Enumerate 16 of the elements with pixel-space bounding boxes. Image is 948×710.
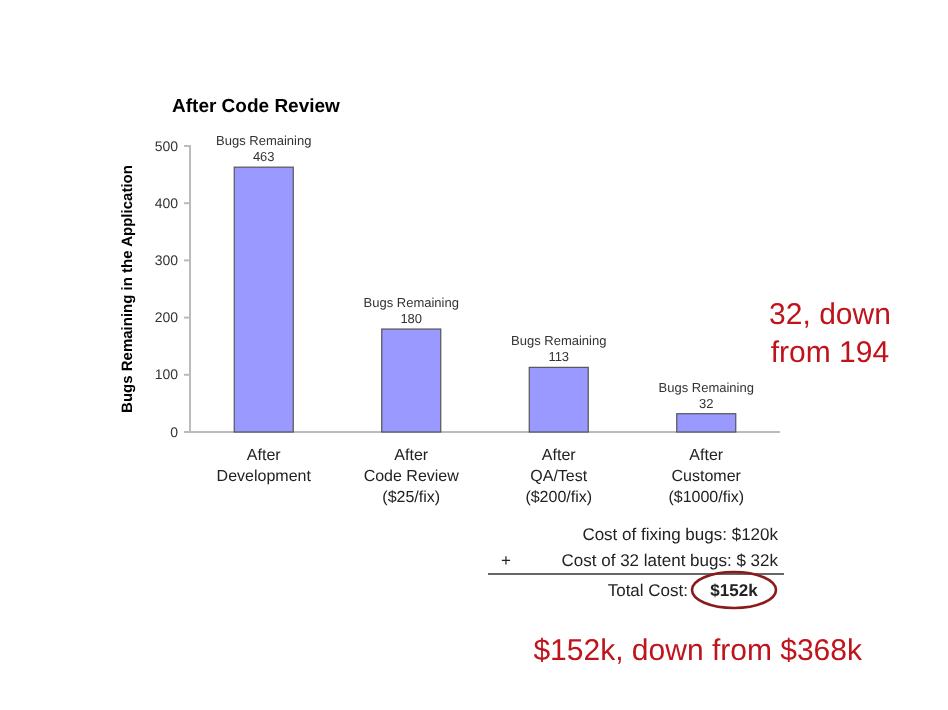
text: $152k xyxy=(710,580,759,600)
x-tick-label: After Development xyxy=(216,446,313,485)
x-tick-label: After Code Review ($25/fix) xyxy=(363,446,460,506)
text: Cost of fixing bugs: $120k xyxy=(582,524,780,544)
text: Total Cost: xyxy=(607,580,688,600)
bar xyxy=(676,413,737,433)
annotation: 32, down from 194 xyxy=(769,298,891,370)
text: Cost of 32 latent bugs: $ 32k xyxy=(561,550,780,570)
text: + xyxy=(501,550,512,570)
bar xyxy=(528,366,589,433)
chart-title: After Code Review xyxy=(172,96,342,118)
x-tick-label: After QA/Test ($200/fix) xyxy=(525,446,593,506)
bar xyxy=(381,328,442,433)
bar xyxy=(233,166,294,433)
x-tick-label: After Customer ($1000/fix) xyxy=(668,446,745,506)
text: $152k, down from $368k xyxy=(533,634,863,668)
